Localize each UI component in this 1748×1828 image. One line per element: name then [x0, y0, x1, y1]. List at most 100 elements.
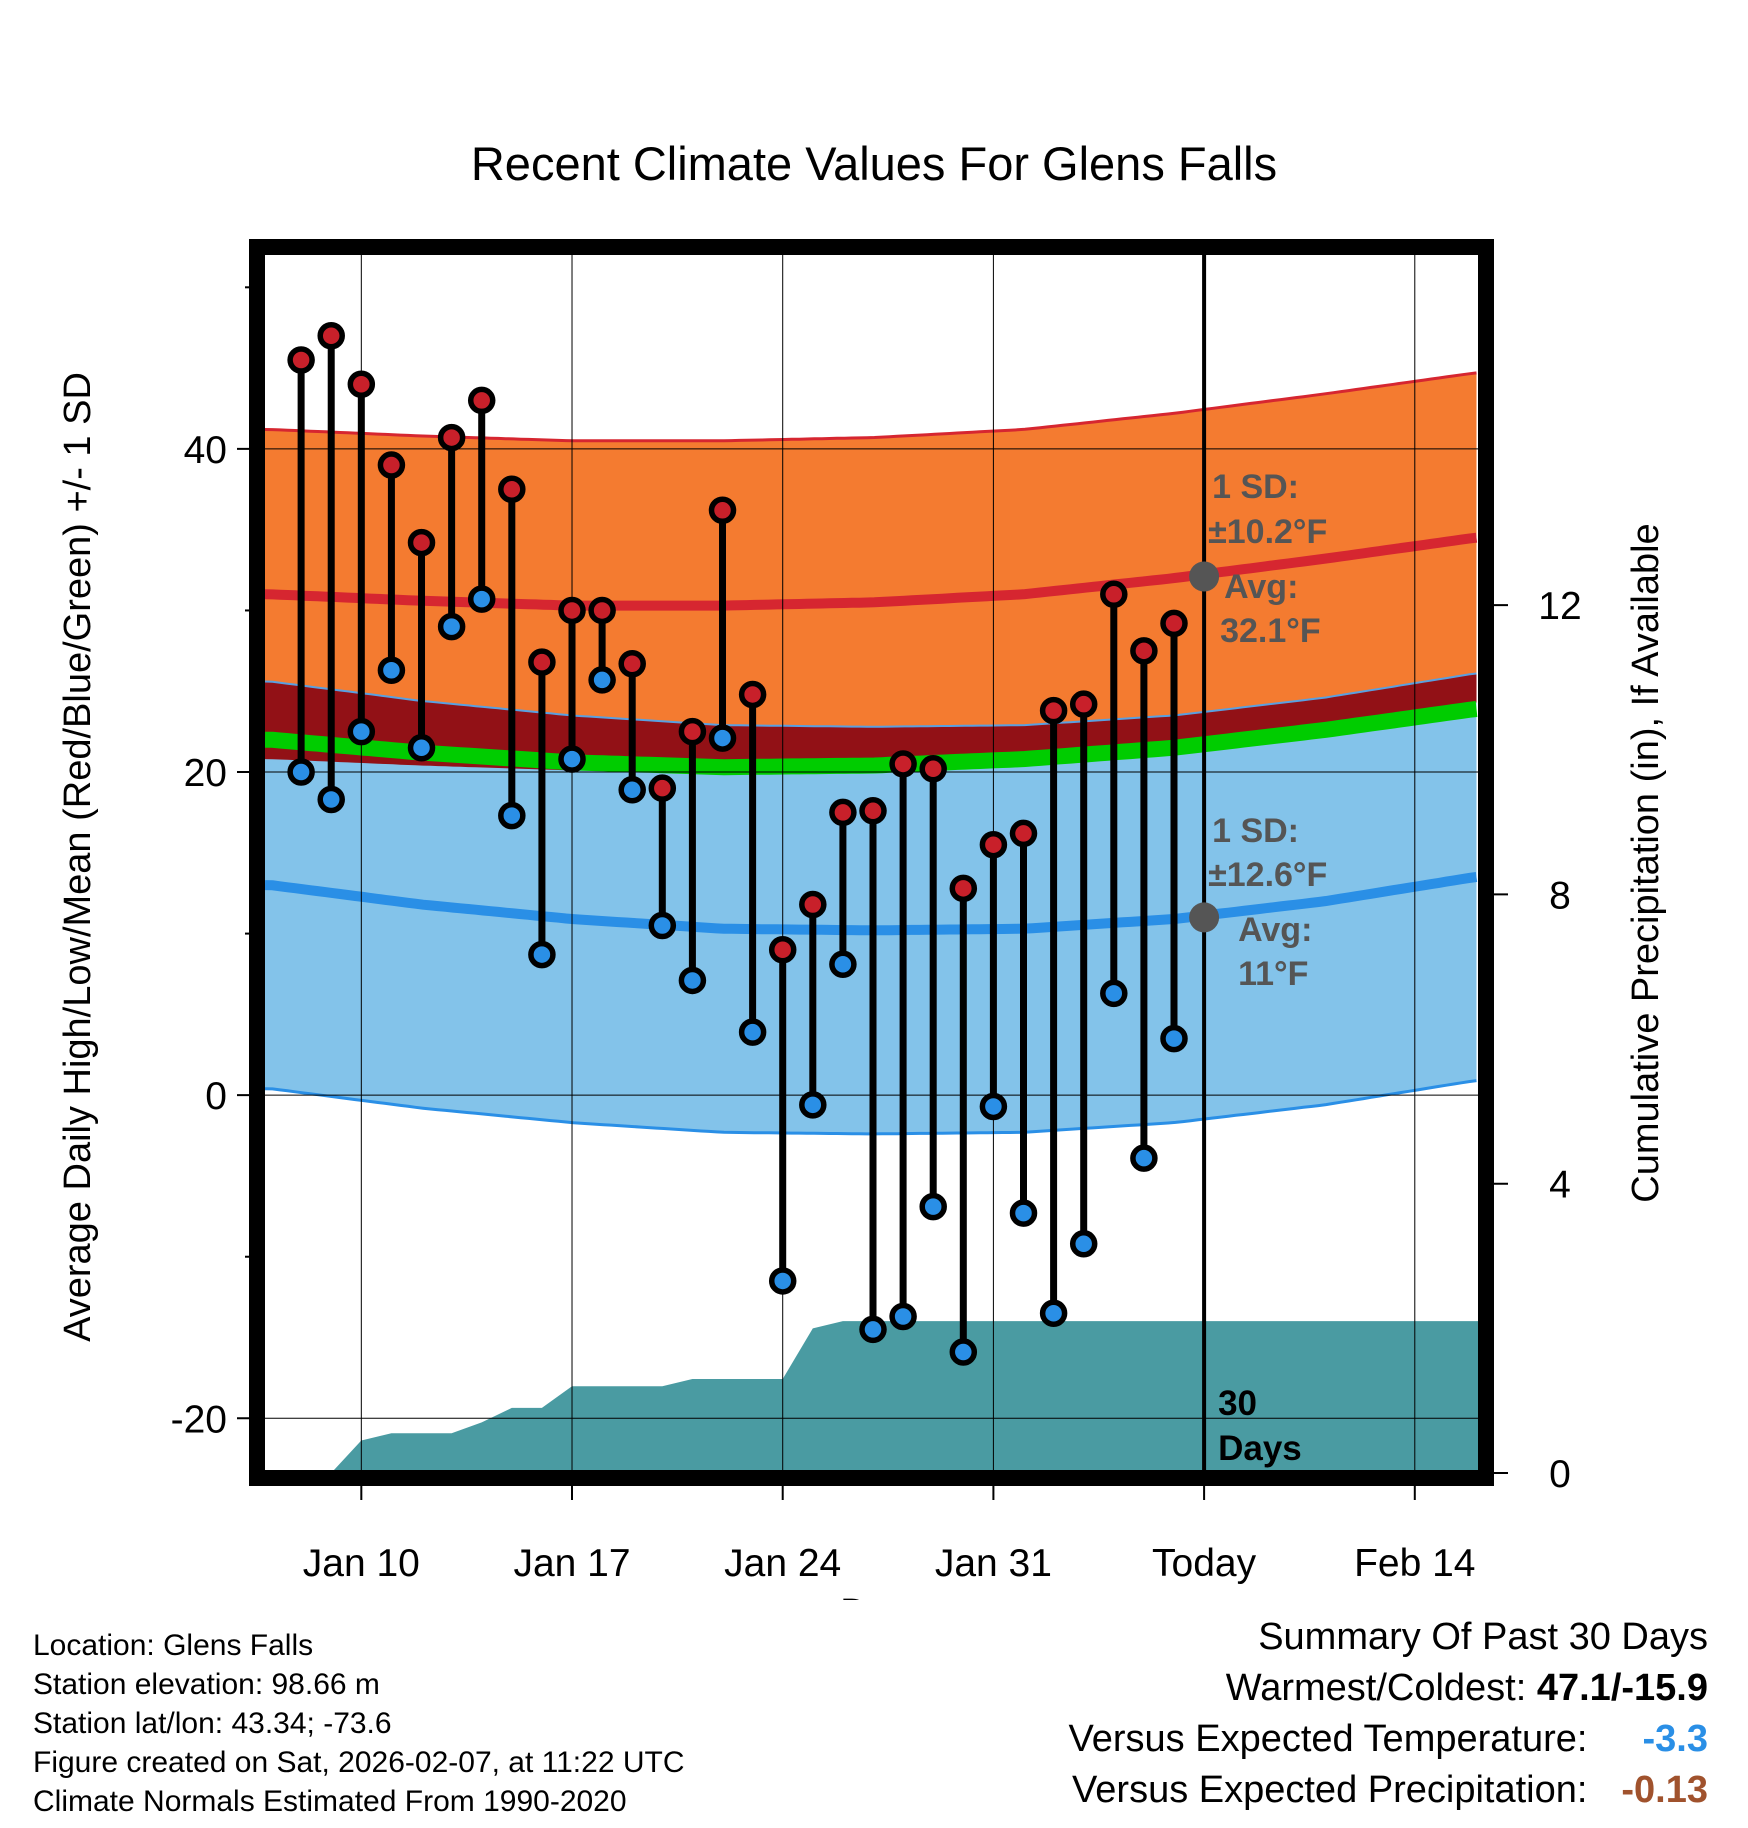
- daily-high-point: [1100, 580, 1128, 609]
- daily-low-point: [407, 734, 436, 762]
- plot-area: 1 SD: ±10.2°F Avg: 32.1°F 1 SD: ±12.6°F Avg: 11…: [171, 239, 1582, 1585]
- high-avg-label: Avg:: [1224, 568, 1298, 606]
- daily-high-point: [889, 750, 917, 778]
- daily-high-point: [708, 496, 737, 525]
- y-tick-label: 40: [184, 429, 227, 472]
- warm-cold-label: Warmest/Coldest:: [1225, 1667, 1527, 1709]
- daily-low-point: [558, 745, 586, 773]
- high-sd-label: 1 SD:: [1212, 468, 1299, 506]
- created-text: Figure created on Sat, 2026-02-07, at 11…: [33, 1746, 685, 1779]
- daily-high-point: [407, 528, 436, 557]
- high-upper-edge: [265, 371, 1477, 443]
- temp-label: Versus Expected Temperature:: [1068, 1718, 1588, 1760]
- station-info: Location: Glens Falls Station elevation:…: [33, 1626, 685, 1821]
- daily-high-point: [287, 346, 315, 374]
- x-tick-label: Today: [1152, 1542, 1257, 1585]
- summary-precip: Versus Expected Precipitation: -0.13: [1069, 1765, 1708, 1816]
- normals-text: Climate Normals Estimated From 1990-2020: [33, 1785, 627, 1818]
- daily-high-point: [919, 755, 947, 783]
- daily-high-point: [738, 680, 767, 709]
- daily-high-point: [859, 797, 887, 825]
- x-tick-label: Jan 10: [303, 1542, 420, 1585]
- low-avg-value: 11°F: [1238, 955, 1308, 993]
- precip-tick-label: 8: [1549, 874, 1571, 917]
- daily-high-point: [588, 596, 616, 625]
- daily-low-point: [768, 1267, 797, 1295]
- daily-low-point: [347, 717, 376, 746]
- chart-title: Recent Climate Values For Glens Falls: [471, 137, 1277, 190]
- daily-high-point: [437, 423, 466, 452]
- x-tick-label: Jan 24: [724, 1542, 841, 1585]
- daily-low-point: [498, 801, 526, 830]
- precip-tick-label: 4: [1549, 1164, 1571, 1207]
- y-tick-label: -20: [171, 1398, 227, 1441]
- daily-high-point: [1130, 637, 1158, 665]
- summary-temp: Versus Expected Temperature: -3.3: [1069, 1714, 1708, 1765]
- daily-high-point: [799, 890, 827, 919]
- summary-panel: Summary Of Past 30 Days Warmest/Coldest:…: [1069, 1612, 1708, 1816]
- latlon-text: Station lat/lon: 43.34; -73.6: [33, 1707, 392, 1740]
- warm-cold-value: 47.1/-15.9: [1536, 1667, 1708, 1709]
- daily-low-point: [799, 1091, 827, 1119]
- low-sd-label: 1 SD:: [1212, 812, 1299, 850]
- daily-low-point: [889, 1302, 917, 1331]
- daily-low-point: [648, 911, 677, 940]
- daily-low-point: [528, 940, 556, 969]
- daily-low-point: [588, 666, 616, 694]
- precip-label: Versus Expected Precipitation:: [1072, 1769, 1588, 1811]
- y-axis-label-right: Cumulative Precipitation (in), If Availa…: [1625, 523, 1667, 1202]
- daily-low-point: [1130, 1144, 1158, 1172]
- daily-high-point: [618, 650, 646, 678]
- plot-content: [265, 255, 1478, 1470]
- daily-high-point: [648, 774, 677, 802]
- daily-low-point: [1009, 1199, 1038, 1227]
- plot-frame: [249, 239, 1494, 1486]
- daily-low-point: [949, 1338, 978, 1366]
- daily-low-point: [467, 585, 496, 613]
- daily-high-point: [949, 874, 978, 903]
- daily-low-point: [979, 1092, 1008, 1121]
- summary-title: Summary Of Past 30 Days: [1258, 1616, 1708, 1658]
- daily-low-point: [618, 776, 646, 804]
- daily-high-point: [1009, 819, 1038, 848]
- daily-high-point: [467, 386, 496, 415]
- daily-high-point: [498, 475, 526, 504]
- high-avg-value: 32.1°F: [1220, 612, 1321, 650]
- precip-value: -0.13: [1621, 1769, 1708, 1811]
- daily-low-point: [1100, 979, 1128, 1008]
- daily-high-point: [979, 830, 1008, 859]
- low-avg-label: Avg:: [1238, 911, 1312, 949]
- daily-high-point: [1069, 690, 1098, 718]
- temp-value: -3.3: [1642, 1718, 1708, 1760]
- x-axis-label: Day: [840, 1592, 908, 1600]
- climate-chart: Recent Climate Values For Glens Falls 1 …: [57, 137, 1667, 1600]
- daily-high-point: [558, 596, 586, 625]
- x-tick-label: Jan 31: [935, 1542, 1052, 1585]
- daily-high-point: [678, 717, 707, 746]
- daily-low-point: [829, 950, 857, 979]
- precip-days-label: Days: [1218, 1429, 1302, 1468]
- low-avg-marker: [1189, 902, 1220, 933]
- daily-low-point: [708, 724, 737, 752]
- precip-tick-label: 0: [1549, 1453, 1571, 1496]
- daily-high-point: [528, 648, 556, 676]
- daily-high-point: [768, 935, 797, 964]
- daily-high-point: [829, 798, 857, 827]
- elevation-text: Station elevation: 98.66 m: [33, 1668, 380, 1701]
- daily-low-point: [287, 758, 315, 786]
- precip-days-number: 30: [1218, 1384, 1257, 1423]
- daily-high-point: [1160, 609, 1188, 638]
- daily-low-point: [678, 966, 707, 995]
- daily-low-point: [317, 785, 345, 814]
- high-sd-value: ±10.2°F: [1208, 513, 1327, 551]
- daily-high-point: [347, 370, 376, 399]
- x-tick-label: Feb 14: [1354, 1542, 1475, 1585]
- daily-low-point: [1160, 1024, 1188, 1053]
- daily-high-point: [317, 322, 345, 350]
- high-normal-line: [265, 532, 1478, 611]
- y-tick-label: 20: [184, 752, 227, 795]
- daily-high-point: [1039, 696, 1068, 725]
- daily-low-point: [1039, 1299, 1068, 1328]
- daily-low-point: [1069, 1230, 1098, 1258]
- daily-low-point: [437, 612, 466, 641]
